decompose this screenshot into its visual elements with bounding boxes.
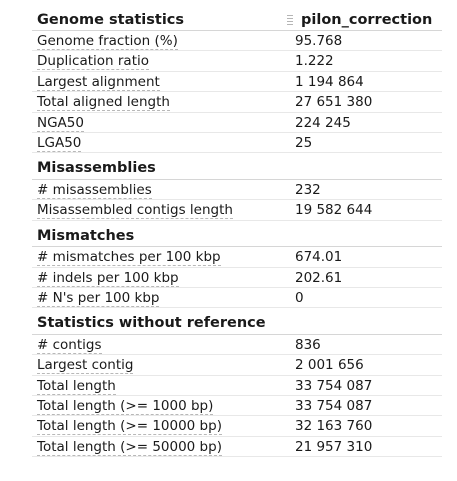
table-row: Total aligned length 27 651 380 — [32, 92, 442, 113]
table-row: Largest alignment 1 194 864 — [32, 72, 442, 93]
metric-label[interactable]: Misassembled contigs length — [37, 202, 233, 220]
metric-value: 33 754 087 — [295, 377, 373, 394]
table-row: LGA50 25 — [32, 133, 442, 154]
metric-value: 1 194 864 — [295, 73, 364, 90]
metric-value: 1.222 — [295, 53, 334, 70]
metric-label[interactable]: # contigs — [37, 336, 102, 354]
metric-label[interactable]: Largest contig — [37, 357, 134, 375]
table-row: Total length (>= 1000 bp) 33 754 087 — [32, 396, 442, 417]
metric-value: 33 754 087 — [295, 397, 373, 414]
table-title: Genome statistics — [37, 12, 185, 28]
metric-value: 836 — [295, 336, 321, 353]
metric-value: 0 — [295, 289, 304, 306]
section-misassemblies: Misassemblies # misassemblies 232 Misass… — [32, 153, 442, 221]
assembly-column-label: pilon_correction — [301, 11, 433, 28]
table-row: # indels per 100 kbp 202.61 — [32, 268, 442, 288]
section-header: Statistics without reference — [32, 308, 442, 335]
metric-value: 224 245 — [295, 114, 351, 131]
section-mismatches: Mismatches # mismatches per 100 kbp 674.… — [32, 221, 442, 309]
metric-label[interactable]: # misassemblies — [37, 181, 152, 199]
table-row: NGA50 224 245 — [32, 113, 442, 133]
metric-label[interactable]: # mismatches per 100 kbp — [37, 249, 221, 267]
section-title: Mismatches — [37, 227, 135, 244]
metric-label[interactable]: # indels per 100 kbp — [37, 269, 179, 287]
metric-label[interactable]: NGA50 — [37, 114, 84, 132]
metric-label[interactable]: Total aligned length — [37, 94, 170, 112]
table-row: Total length (>= 50000 bp) 21 957 310 — [32, 437, 442, 458]
section-header: Mismatches — [32, 221, 442, 248]
section-title: Statistics without reference — [37, 315, 266, 332]
metric-label[interactable]: LGA50 — [37, 134, 82, 152]
assembly-column-header[interactable]: pilon_correction — [287, 10, 442, 30]
metric-value: 25 — [295, 134, 313, 151]
table-row: # N's per 100 kbp 0 — [32, 288, 442, 309]
metric-label[interactable]: Total length — [37, 377, 116, 395]
drag-handle-icon[interactable] — [287, 14, 293, 26]
table-row: # misassemblies 232 — [32, 180, 442, 201]
metric-label[interactable]: Total length (>= 50000 bp) — [37, 438, 222, 456]
metric-value: 21 957 310 — [295, 438, 373, 455]
metric-value: 19 582 644 — [295, 202, 373, 219]
section-title: Misassemblies — [37, 160, 156, 177]
table-row: Total length (>= 10000 bp) 32 163 760 — [32, 416, 442, 437]
metric-label[interactable]: # N's per 100 kbp — [37, 289, 160, 307]
metric-value: 2 001 656 — [295, 357, 364, 374]
metric-value: 202.61 — [295, 269, 343, 286]
metric-label[interactable]: Total length (>= 1000 bp) — [37, 397, 214, 415]
table-header: Genome statistics pilon_correction — [32, 10, 442, 31]
table-row: Largest contig 2 001 656 — [32, 355, 442, 376]
table-row: # contigs 836 — [32, 335, 442, 356]
metric-value: 95.768 — [295, 33, 343, 49]
metric-label[interactable]: Largest alignment — [37, 73, 160, 91]
metric-value: 674.01 — [295, 249, 343, 266]
table-row: Genome fraction (%) 95.768 — [32, 31, 442, 52]
metric-value: 27 651 380 — [295, 94, 373, 111]
table-row: Duplication ratio 1.222 — [32, 51, 442, 72]
metric-label[interactable]: Total length (>= 10000 bp) — [37, 418, 222, 436]
section-header: Misassemblies — [32, 153, 442, 180]
metric-value: 232 — [295, 181, 321, 198]
report-table: Genome statistics pilon_correction Genom… — [32, 10, 442, 458]
table-row: Misassembled contigs length 19 582 644 — [32, 200, 442, 221]
table-row: Total length 33 754 087 — [32, 376, 442, 396]
section-statistics-without-reference: Statistics without reference # contigs 8… — [32, 308, 442, 458]
metric-value: 32 163 760 — [295, 418, 373, 435]
metric-label[interactable]: Genome fraction (%) — [37, 33, 178, 50]
section-genome-statistics: Genome fraction (%) 95.768 Duplication r… — [32, 31, 442, 154]
table-row: # mismatches per 100 kbp 674.01 — [32, 247, 442, 268]
metric-label[interactable]: Duplication ratio — [37, 53, 149, 71]
